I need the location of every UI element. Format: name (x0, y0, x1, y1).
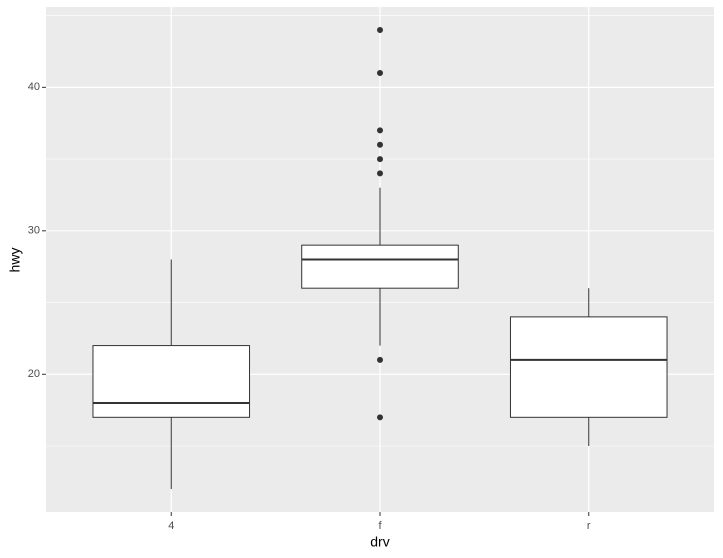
y-tick-label: 40 (28, 81, 40, 93)
outlier (377, 26, 383, 33)
outlier (377, 127, 383, 134)
x-tick-label: 4 (168, 520, 174, 532)
x-tick-label: r (587, 520, 591, 532)
box (301, 244, 459, 289)
outlier (377, 156, 383, 163)
outlier (377, 356, 383, 363)
x-tick-label: f (378, 520, 382, 532)
x-axis-title: drv (370, 534, 389, 550)
outlier (377, 141, 383, 148)
outlier (377, 414, 383, 421)
y-axis-title: hwy (7, 248, 23, 273)
outlier (377, 170, 383, 177)
box (509, 316, 668, 418)
outlier (377, 69, 383, 76)
box (92, 345, 251, 418)
y-tick-label: 20 (28, 368, 40, 380)
y-tick-label: 30 (28, 225, 40, 237)
